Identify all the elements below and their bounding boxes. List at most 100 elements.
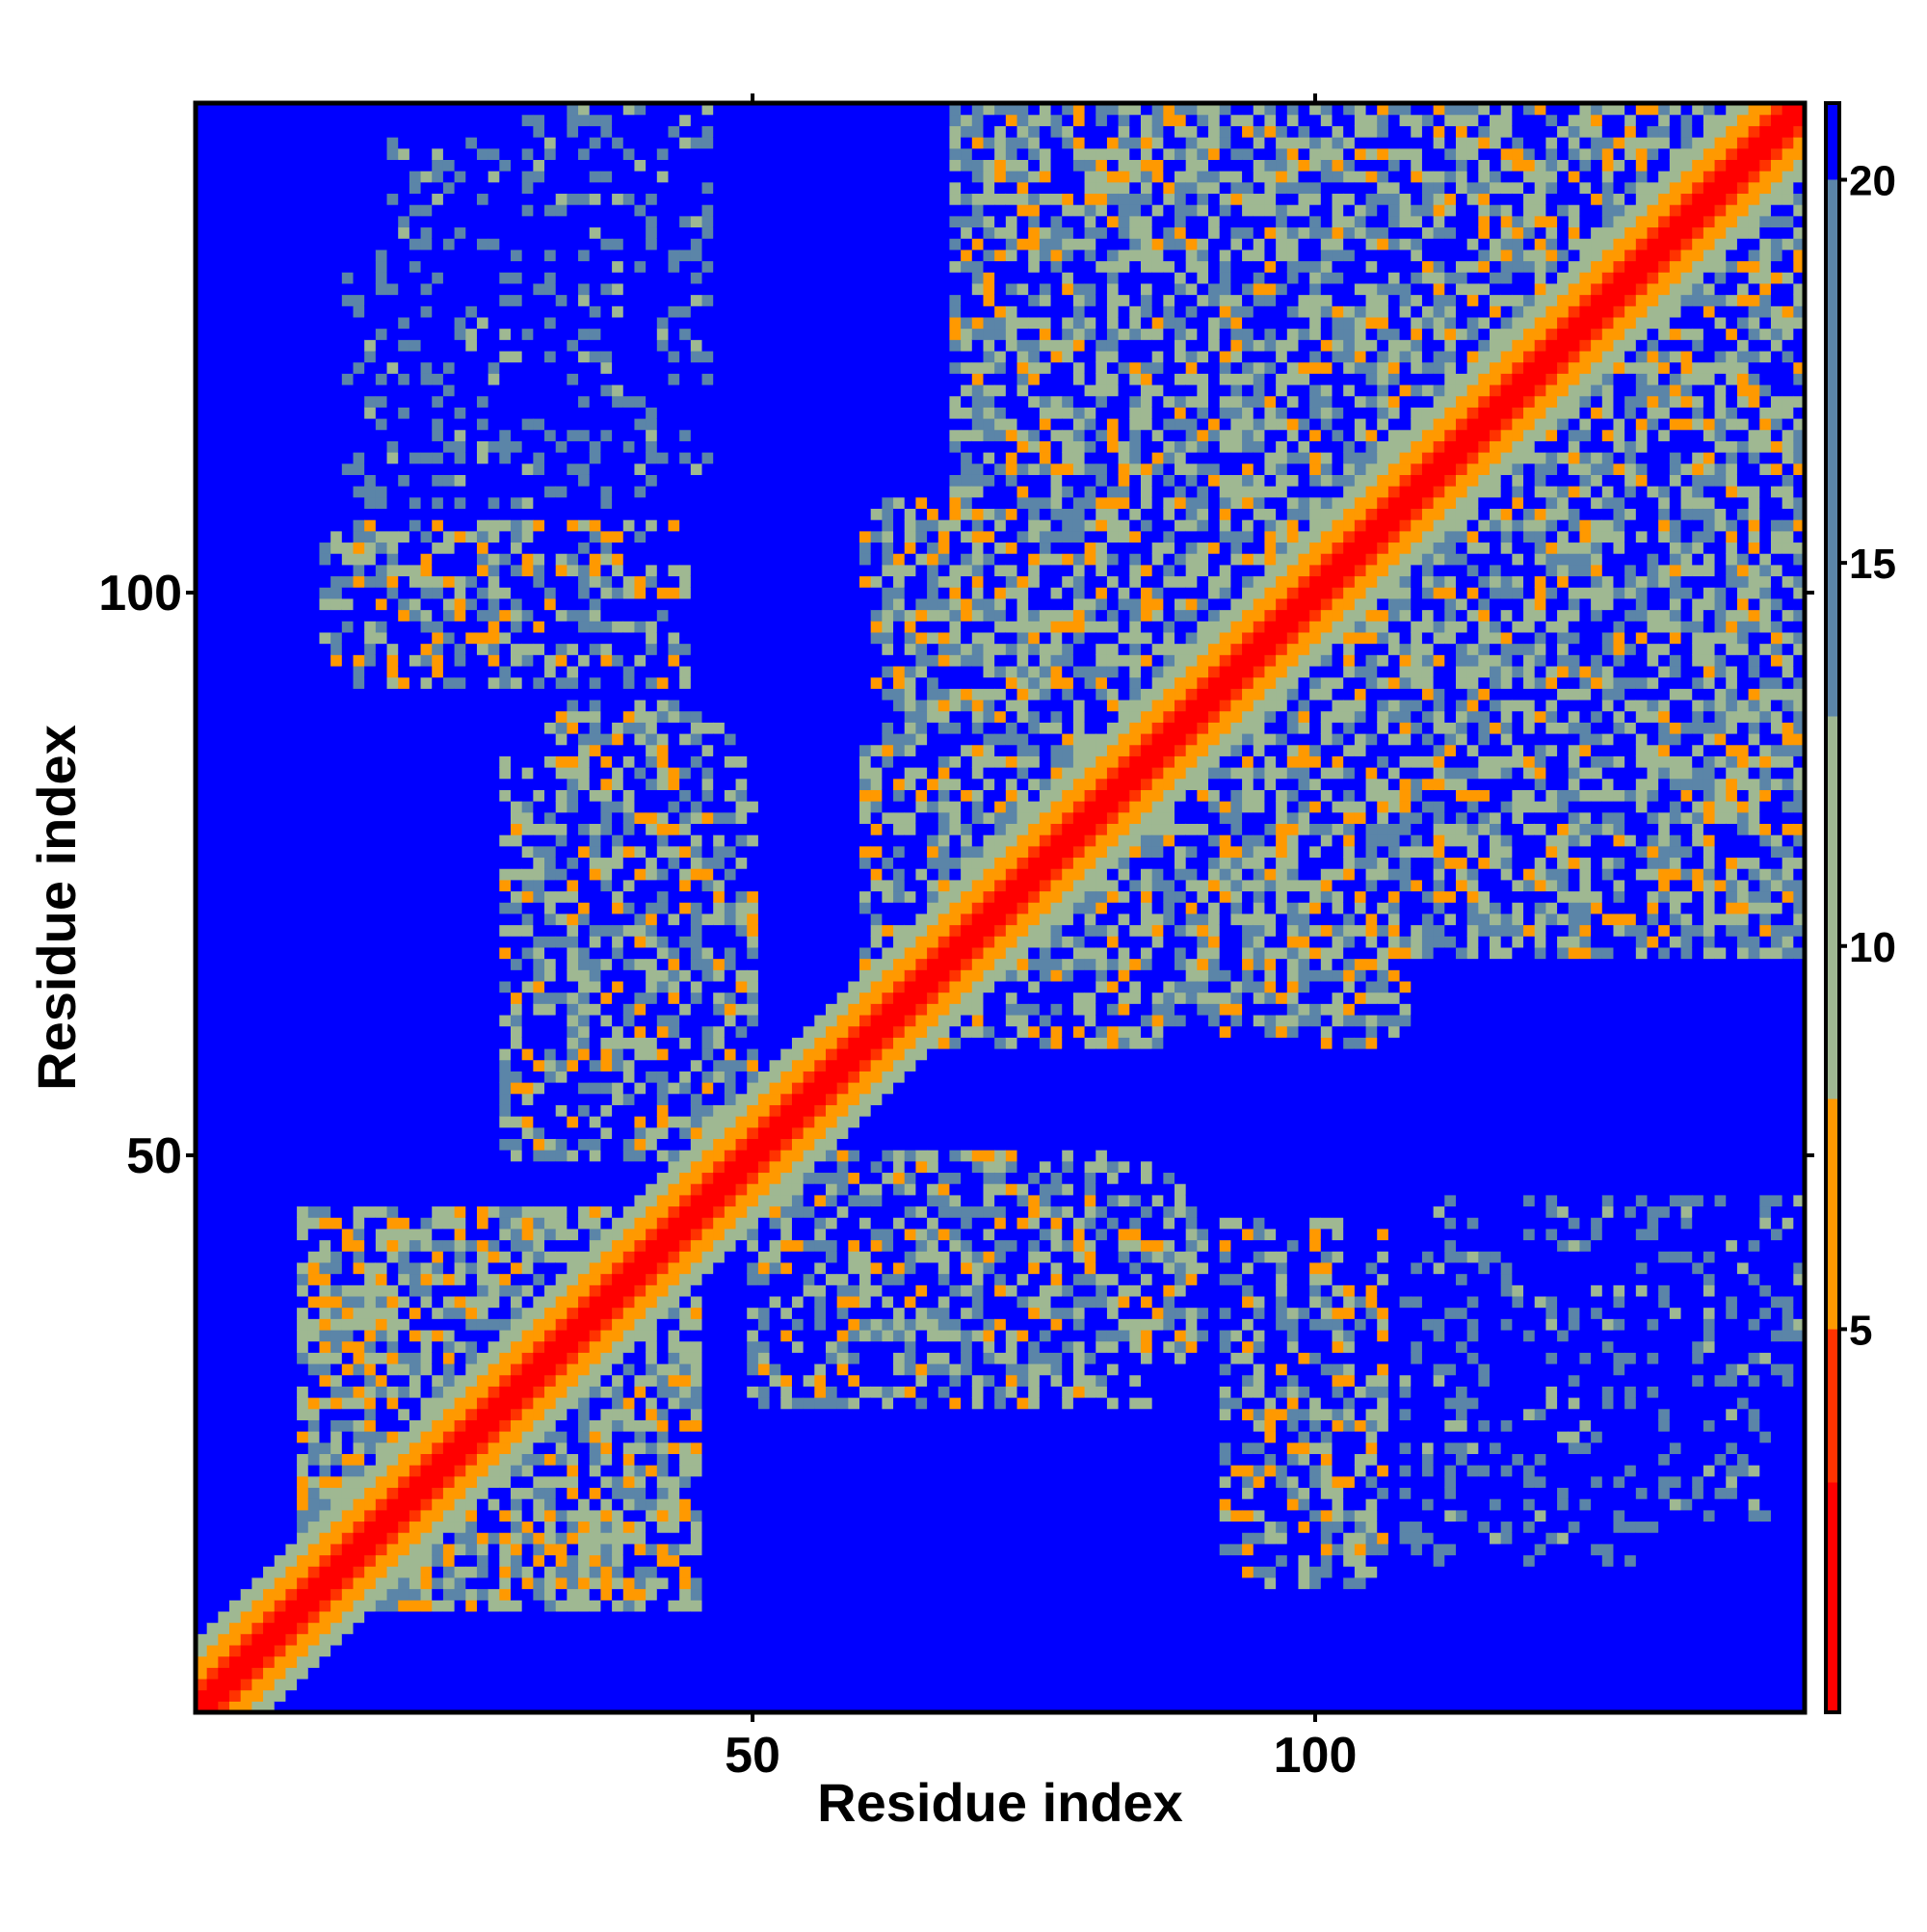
heatmap-cell: [510, 328, 523, 340]
heatmap-cell: [364, 1284, 377, 1297]
heatmap-cell: [274, 722, 287, 734]
heatmap-cell: [476, 710, 489, 723]
heatmap-cell: [432, 542, 444, 554]
heatmap-cell: [398, 260, 410, 273]
heatmap-cell: [567, 1104, 579, 1117]
heatmap-cell: [476, 1588, 489, 1601]
heatmap-cell: [533, 992, 545, 1004]
heatmap-cell: [454, 1465, 466, 1477]
heatmap-cell: [353, 1610, 365, 1624]
heatmap-cell: [476, 643, 489, 655]
heatmap-cell: [386, 676, 399, 689]
heatmap-cell: [386, 1284, 399, 1297]
heatmap-cell: [196, 1408, 208, 1420]
heatmap-cell: [454, 969, 466, 982]
heatmap-cell: [307, 1116, 321, 1128]
heatmap-cell: [544, 1183, 557, 1196]
heatmap-cell: [386, 1655, 399, 1668]
heatmap-cell: [465, 767, 478, 780]
heatmap-cell: [341, 215, 355, 228]
heatmap-cell: [409, 1465, 422, 1477]
heatmap-cell: [409, 643, 422, 655]
heatmap-cell: [330, 1104, 343, 1117]
heatmap-cell: [488, 1172, 500, 1184]
heatmap-cell: [330, 226, 343, 239]
heatmap-cell: [442, 699, 456, 712]
heatmap-cell: [196, 1554, 208, 1567]
heatmap-cell: [432, 811, 444, 825]
heatmap-cell: [555, 1228, 568, 1241]
heatmap-cell: [488, 193, 500, 205]
heatmap-cell: [218, 890, 230, 903]
heatmap-cell: [567, 1126, 579, 1140]
heatmap-cell: [533, 395, 545, 408]
heatmap-cell: [465, 103, 478, 116]
heatmap-cell: [196, 384, 208, 397]
heatmap-cell: [274, 429, 287, 441]
heatmap-cell: [251, 1509, 264, 1522]
heatmap-cell: [442, 1273, 456, 1285]
heatmap-cell: [297, 417, 309, 431]
heatmap-cell: [274, 1340, 287, 1353]
heatmap-cell: [420, 699, 433, 712]
heatmap-cell: [375, 1104, 388, 1117]
heatmap-cell: [398, 463, 410, 475]
heatmap-cell: [476, 474, 489, 487]
heatmap-cell: [521, 137, 534, 149]
heatmap-cell: [274, 992, 287, 1004]
heatmap-cell: [307, 767, 321, 780]
heatmap-cell: [285, 1453, 298, 1466]
heatmap-cell: [218, 597, 230, 611]
heatmap-cell: [442, 305, 456, 318]
heatmap-cell: [341, 1126, 355, 1140]
heatmap-cell: [229, 373, 242, 385]
heatmap-cell: [386, 384, 399, 397]
heatmap-cell: [297, 542, 309, 554]
heatmap-cell: [218, 1205, 230, 1218]
heatmap-cell: [499, 542, 512, 554]
heatmap-cell: [465, 1082, 478, 1095]
heatmap-cell: [454, 429, 466, 441]
heatmap-cell: [341, 519, 355, 532]
heatmap-cell: [454, 902, 466, 914]
heatmap-cell: [263, 137, 276, 149]
heatmap-cell: [499, 496, 512, 510]
heatmap-cell: [465, 1318, 478, 1331]
heatmap-cell: [319, 1509, 331, 1522]
heatmap-cell: [341, 767, 355, 780]
heatmap-cell: [196, 902, 208, 914]
heatmap-cell: [218, 924, 230, 937]
heatmap-cell: [206, 1104, 219, 1117]
heatmap-cell: [307, 1318, 321, 1331]
heatmap-cell: [285, 575, 298, 588]
heatmap-cell: [533, 238, 545, 251]
heatmap-cell: [285, 373, 298, 385]
heatmap-cell: [420, 1689, 433, 1702]
heatmap-cell: [567, 215, 579, 228]
heatmap-cell: [353, 350, 365, 363]
heatmap-cell: [307, 1576, 321, 1590]
heatmap-cell: [454, 339, 466, 352]
heatmap-cell: [196, 125, 208, 138]
heatmap-cell: [263, 361, 276, 374]
heatmap-cell: [432, 801, 444, 813]
heatmap-cell: [263, 1126, 276, 1140]
heatmap-cell: [263, 1059, 276, 1072]
heatmap-cell: [218, 1667, 230, 1680]
heatmap-cell: [409, 609, 422, 622]
heatmap-cell: [263, 801, 276, 813]
heatmap-cell: [240, 1419, 252, 1432]
heatmap-cell: [206, 159, 219, 172]
heatmap-cell: [240, 744, 252, 756]
heatmap-cell: [341, 204, 355, 217]
heatmap-cell: [432, 936, 444, 948]
heatmap-cell: [476, 801, 489, 813]
heatmap-cell: [555, 1453, 568, 1466]
heatmap-cell: [521, 496, 534, 510]
heatmap-cell: [465, 1273, 478, 1285]
heatmap-cell: [398, 857, 410, 869]
heatmap-cell: [432, 1273, 444, 1285]
heatmap-cell: [386, 564, 399, 577]
heatmap-cell: [386, 1386, 399, 1398]
heatmap-cell: [263, 597, 276, 611]
